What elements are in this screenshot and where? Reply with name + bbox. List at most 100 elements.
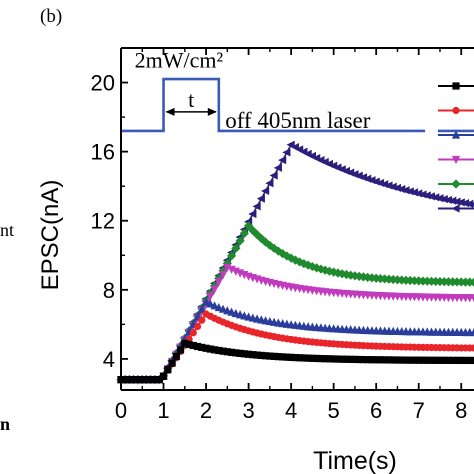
series-5-point: [235, 236, 245, 246]
duration-label: t: [188, 87, 194, 112]
series-3-point: [197, 304, 206, 313]
series-6-point: [409, 188, 419, 197]
series-6-point: [465, 199, 474, 208]
series-6-point: [256, 194, 265, 203]
panel-label: (b): [40, 6, 62, 27]
series-3-point: [469, 327, 474, 337]
series-1-point: [283, 353, 291, 361]
series-6-point: [278, 156, 287, 165]
series-1-point: [262, 352, 270, 360]
series-5-point: [248, 225, 258, 236]
series-6-point: [469, 202, 474, 207]
series-1-point: [219, 347, 227, 355]
series-1-point: [325, 355, 333, 363]
series-6-point: [452, 197, 461, 206]
series-6-point: [435, 194, 444, 203]
series-6-point: [269, 171, 278, 180]
x-tick-label: 6: [370, 398, 382, 423]
series-1-point: [223, 348, 231, 356]
series-4-point: [210, 285, 219, 294]
series-1-point: [232, 349, 240, 357]
series-5-point: [218, 266, 228, 276]
series-1-point: [130, 376, 138, 384]
series-1-point: [381, 356, 389, 364]
series-1-point: [427, 356, 436, 364]
series-5-point: [367, 273, 377, 283]
series-5-point: [252, 230, 262, 240]
series-5-point: [222, 258, 232, 269]
series-2-point: [470, 344, 474, 352]
laser-off-label: off 405nm laser: [225, 108, 371, 133]
series-5: [116, 221, 474, 385]
x-tick-label: 0: [115, 398, 127, 423]
series-1-point: [291, 353, 299, 362]
series-1-point: [351, 355, 359, 364]
series-1-point: [393, 356, 402, 364]
series-2-point: [198, 316, 206, 324]
series-6-point: [273, 163, 282, 172]
series-1-point: [134, 376, 142, 384]
series-5-point: [354, 271, 364, 281]
series-5-point: [231, 243, 241, 254]
series-6-point: [426, 192, 436, 201]
series-1-point: [432, 356, 440, 364]
series-1-point: [368, 356, 376, 364]
series-3-point: [206, 299, 215, 308]
series-1-point: [453, 356, 461, 364]
x-tick-label: 5: [328, 398, 340, 423]
x-tick-label: 2: [200, 398, 212, 423]
series-3-point: [210, 301, 219, 310]
series-6-point: [282, 148, 291, 157]
series-2-point: [189, 329, 197, 337]
series-5-point: [307, 261, 317, 272]
x-tick-label: 7: [413, 398, 425, 423]
series-1-point: [440, 356, 448, 364]
series-1-point: [330, 355, 338, 363]
series-1-point: [198, 343, 206, 352]
series-1-point: [210, 346, 219, 354]
pulse-trace: [121, 77, 426, 133]
series-5-point: [363, 272, 373, 282]
series-6-point: [431, 193, 440, 202]
series-1-point: [334, 355, 342, 363]
series-5-point: [256, 233, 266, 244]
series-1-point: [202, 344, 210, 352]
y-tick-label: 12: [91, 209, 115, 234]
series-1-point: [313, 354, 321, 363]
series-1-point: [249, 351, 257, 359]
duration-arrow-head-right: [207, 107, 217, 116]
series-6-point: [443, 195, 453, 205]
series-6-point: [405, 187, 414, 196]
series-1-point: [406, 356, 414, 364]
x-tick-label: 8: [455, 398, 467, 423]
series-5-point: [469, 277, 474, 287]
series-1-point: [444, 356, 453, 364]
series-6-point: [456, 198, 465, 207]
series-1-point: [236, 349, 244, 357]
series-1-point: [121, 376, 129, 384]
series-1-point: [172, 352, 180, 361]
series-1-point: [176, 346, 185, 354]
series-1-point: [266, 352, 274, 360]
legend-marker-6: [451, 204, 460, 213]
series-1-point: [270, 352, 278, 360]
series-5-point: [239, 228, 249, 239]
series-1-point: [449, 356, 457, 364]
series-1-point: [376, 356, 385, 364]
series-1-point: [398, 356, 406, 364]
y-tick-label: 8: [103, 278, 115, 303]
series-1-point: [410, 356, 419, 364]
series-1-point: [147, 376, 155, 384]
series-1-point: [347, 355, 355, 363]
series-5-point: [303, 260, 313, 270]
series-1: [117, 339, 474, 384]
series-1-point: [321, 355, 329, 363]
series-4-point: [469, 294, 474, 303]
series-1-point: [419, 356, 427, 364]
series-1-point: [287, 353, 295, 361]
series-5-point: [269, 243, 279, 253]
series-1-point: [206, 345, 214, 353]
series-1-point: [423, 356, 431, 364]
laser-inset: t 2mW/cm² off 405nm laser: [121, 48, 474, 133]
